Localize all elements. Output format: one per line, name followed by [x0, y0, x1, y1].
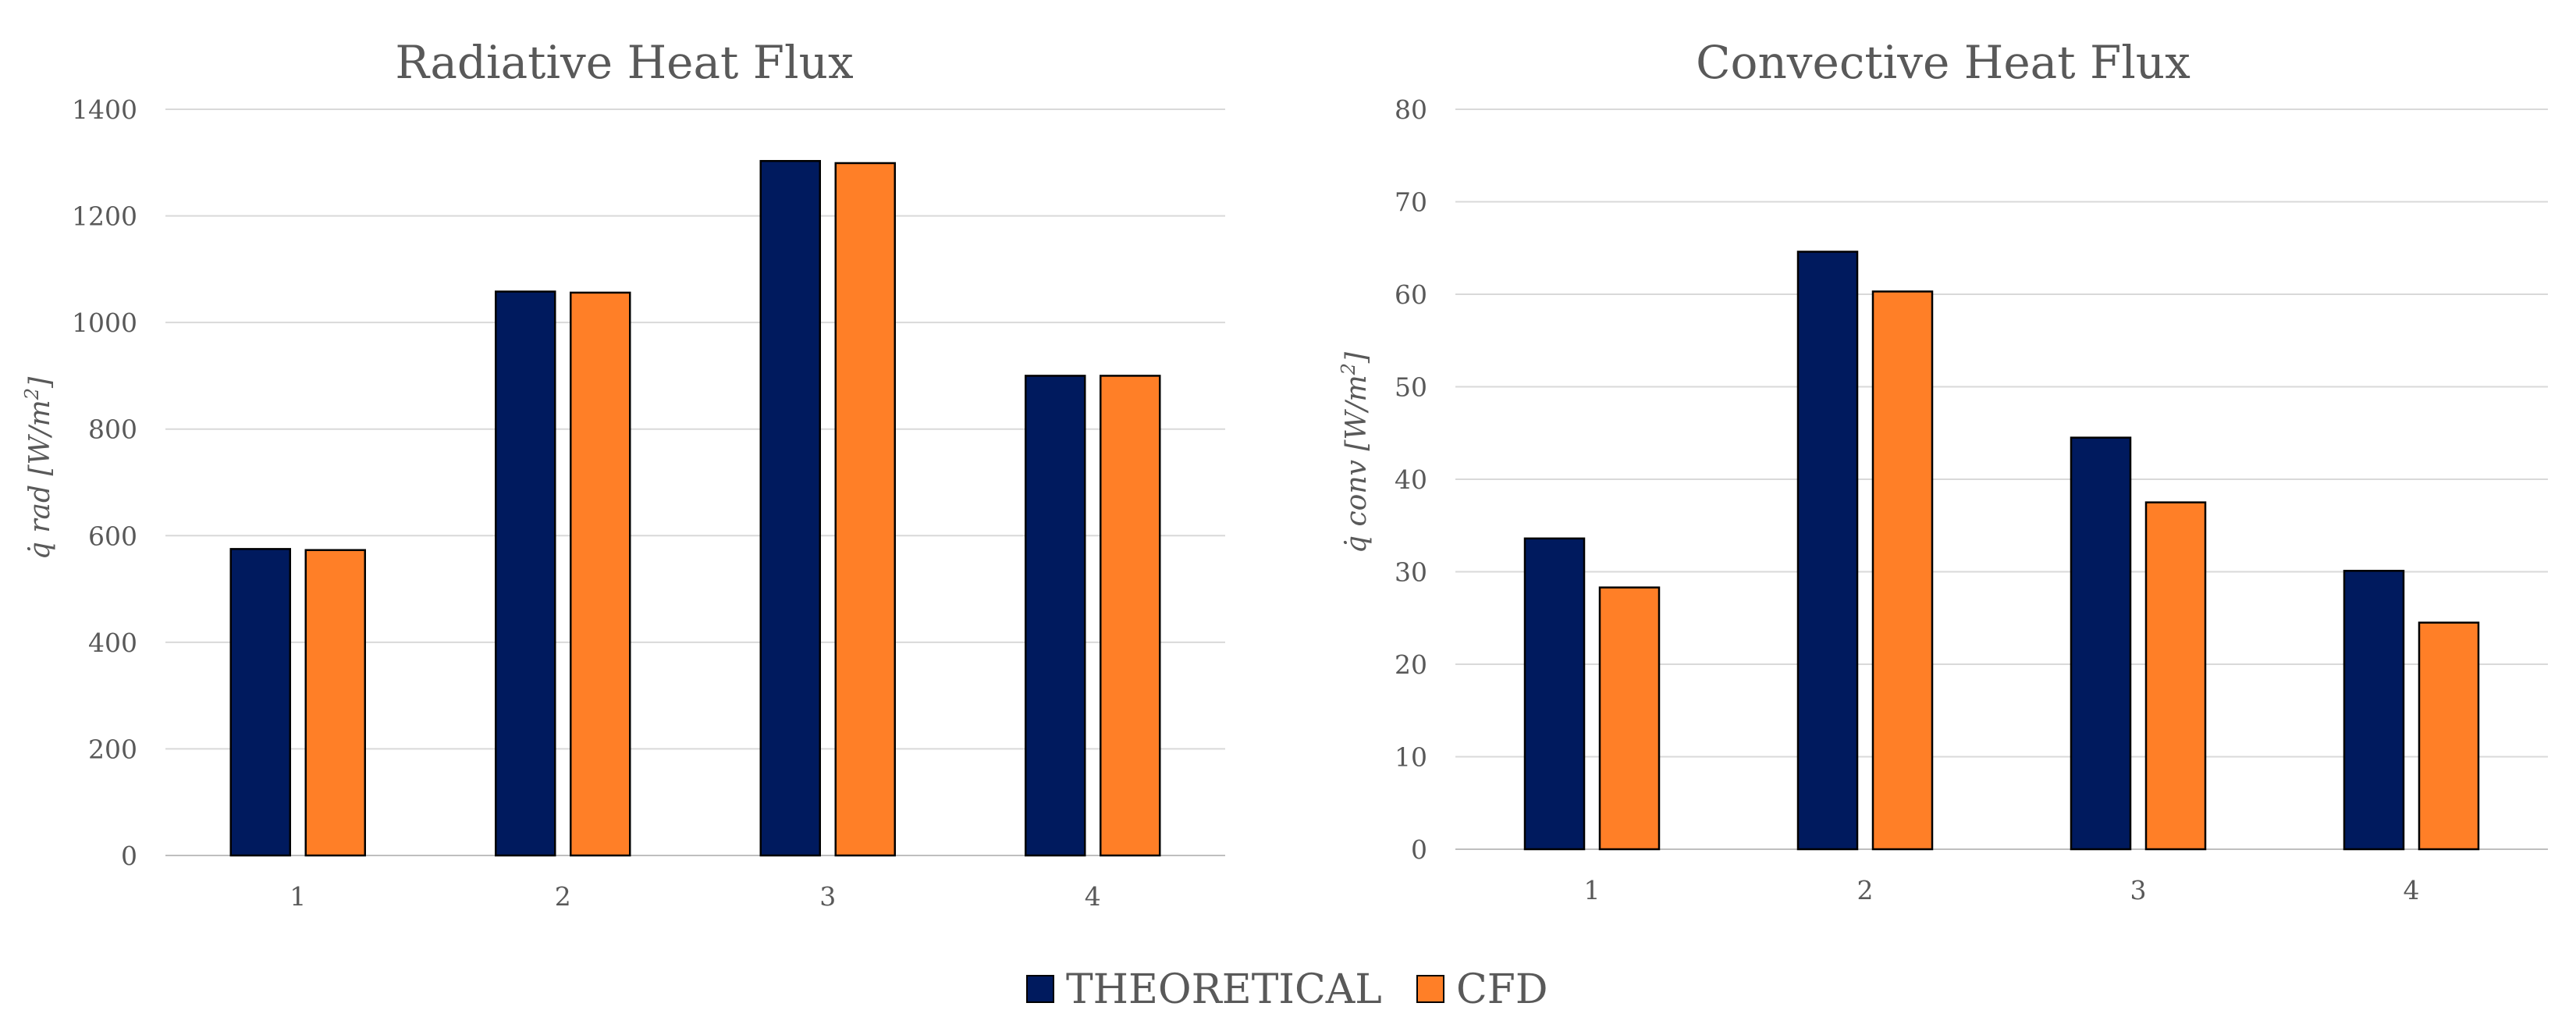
bar-cfd-1 — [1598, 586, 1661, 851]
bar-cfd-2 — [1871, 290, 1934, 851]
bar-cfd-2 — [570, 291, 631, 857]
y-axis-label: q̇ conv [W/m2] — [1338, 351, 1373, 553]
y-tick-label: 0 — [1411, 834, 1427, 865]
x-tick-label: 2 — [555, 881, 571, 912]
bar-cfd-3 — [834, 162, 896, 857]
y-tick-label: 1400 — [72, 94, 137, 125]
y-tick-label: 70 — [1395, 187, 1427, 218]
y-tick-label: 200 — [88, 734, 137, 764]
bar-theoretical-2 — [495, 290, 556, 857]
bar-theoretical-3 — [2070, 436, 2132, 851]
x-tick-label: 2 — [1857, 875, 1874, 905]
legend-swatch-cfd — [1416, 975, 1444, 1003]
bar-cfd-4 — [2418, 621, 2480, 851]
bar-theoretical-4 — [1025, 375, 1086, 857]
y-tick-label: 80 — [1395, 94, 1427, 125]
radiative-heat-flux-chart: Radiative Heat Flux q̇ rad [W/m2] 0 200 40… — [21, 36, 1225, 912]
x-tick-label: 3 — [2130, 875, 2147, 905]
y-tick-label: 30 — [1395, 557, 1427, 588]
y-tick-label: 800 — [88, 414, 137, 445]
legend-label-cfd: CFD — [1456, 966, 1548, 1013]
bar-cfd-1 — [304, 549, 366, 857]
bar-theoretical-3 — [759, 159, 821, 857]
x-tick-label: 3 — [819, 881, 836, 912]
x-tick-label: 1 — [290, 881, 306, 912]
y-tick-label: 50 — [1395, 372, 1427, 403]
legend-swatch-theoretical — [1026, 975, 1054, 1003]
chart-title: Convective Heat Flux — [1696, 36, 2190, 89]
y-tick-label: 400 — [88, 628, 137, 658]
convective-heat-flux-chart: Convective Heat Flux q̇ conv [W/m2] 0 10 2… — [1338, 36, 2548, 905]
chart-title: Radiative Heat Flux — [395, 36, 853, 89]
y-axis-label: q̇ rad [W/m2] — [21, 376, 56, 560]
bar-cfd-4 — [1100, 375, 1161, 857]
legend-label-theoretical: THEORETICAL — [1066, 966, 1382, 1013]
y-tick-label: 10 — [1395, 742, 1427, 773]
bar-theoretical-2 — [1796, 251, 1859, 851]
bar-theoretical-1 — [229, 548, 291, 857]
y-tick-label: 40 — [1395, 464, 1427, 495]
x-tick-label: 4 — [1085, 881, 1101, 912]
x-tick-label: 4 — [2404, 875, 2420, 905]
legend: THEORETICAL CFD — [1026, 966, 1548, 1013]
bar-theoretical-4 — [2343, 570, 2405, 851]
bar-cfd-3 — [2144, 501, 2207, 851]
y-tick-label: 600 — [88, 521, 137, 551]
x-tick-label: 1 — [1584, 875, 1601, 905]
y-tick-label: 1200 — [72, 201, 137, 232]
y-tick-label: 0 — [121, 841, 137, 871]
bar-theoretical-1 — [1523, 537, 1586, 851]
y-tick-label: 60 — [1395, 279, 1427, 310]
y-tick-label: 20 — [1395, 649, 1427, 680]
y-tick-label: 1000 — [72, 308, 137, 338]
